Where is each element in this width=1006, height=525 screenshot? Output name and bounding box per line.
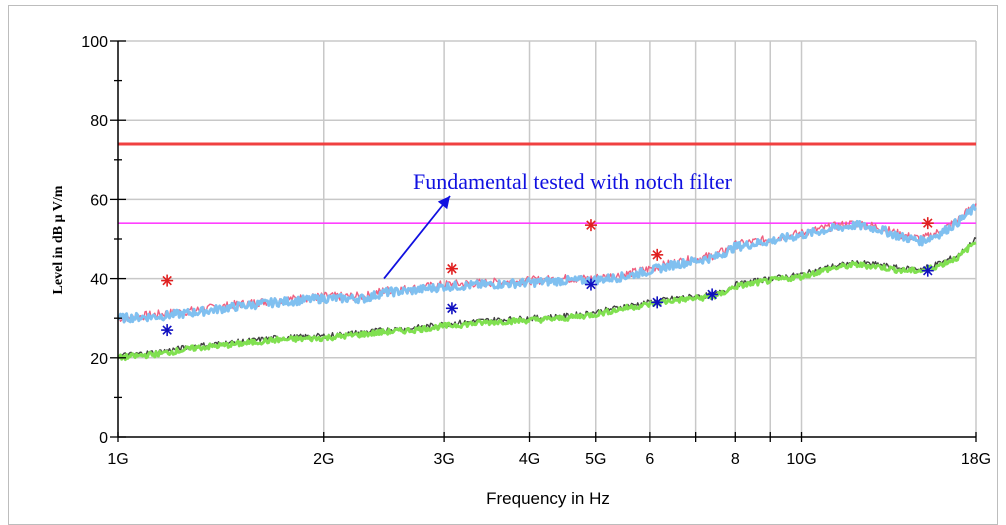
peak-marker [445,262,458,275]
peak-markers [161,217,934,337]
y-tick-label: 0 [99,430,108,447]
marker-stroke [652,297,662,308]
y-tick-label: 100 [81,34,108,51]
marker-stroke [922,218,933,228]
peak-marker [161,324,174,337]
x-tick-label: 1G [107,451,128,468]
x-tick-label: 2G [313,451,334,468]
annotation: Fundamental tested with notch filter [383,169,733,280]
peak-marker [651,248,664,261]
peak-marker [584,219,597,232]
peak-marker [651,296,664,309]
marker-stroke [586,220,596,230]
x-tick-label: 18G [961,451,991,468]
peak-marker [921,217,934,230]
x-tick-label: 5G [585,451,606,468]
series-line-peak-vt [117,203,977,324]
y-tick-label: 80 [90,113,108,130]
y-axis-title: Level in dB µ V/m [51,185,66,294]
annotation-text: Fundamental tested with notch filter [413,169,733,194]
emission-chart: 1G 2G 3G 4G 5G 6 8 10G 18G 0 20 40 60 80 100 Frequenc… [51,34,991,508]
marker-stroke [922,265,933,276]
x-tick-label: 8 [731,451,740,468]
y-tick-labels: 0 20 40 60 80 100 [81,34,108,447]
marker-stroke [447,303,457,314]
y-tick-label: 40 [90,272,108,289]
peak-marker [161,274,174,287]
annotation-arrowhead [437,196,450,210]
x-tick-label: 6 [645,451,654,468]
marker-stroke [586,279,596,290]
marker-stroke [707,289,717,300]
axes [110,40,977,442]
x-tick-label: 4G [519,451,540,468]
peak-marker [921,264,934,277]
marker-stroke [162,275,172,286]
marker-stroke [162,325,172,335]
annotation-arrow [383,195,451,280]
series-line-avg-vt [117,241,977,362]
marker-stroke [652,250,662,260]
y-tick-label: 60 [90,192,108,209]
x-tick-label: 3G [433,451,454,468]
peak-marker [445,302,458,315]
marker-stroke [447,263,457,274]
y-tick-label: 20 [90,351,108,368]
series-lines [117,203,977,362]
x-axis-title: Frequency in Hz [486,489,610,508]
grid-lines [118,40,977,437]
peak-marker [706,288,719,301]
x-tick-label: 10G [786,451,816,468]
x-tick-labels: 1G 2G 3G 4G 5G 6 8 10G 18G [107,451,991,468]
peak-marker [584,278,597,291]
